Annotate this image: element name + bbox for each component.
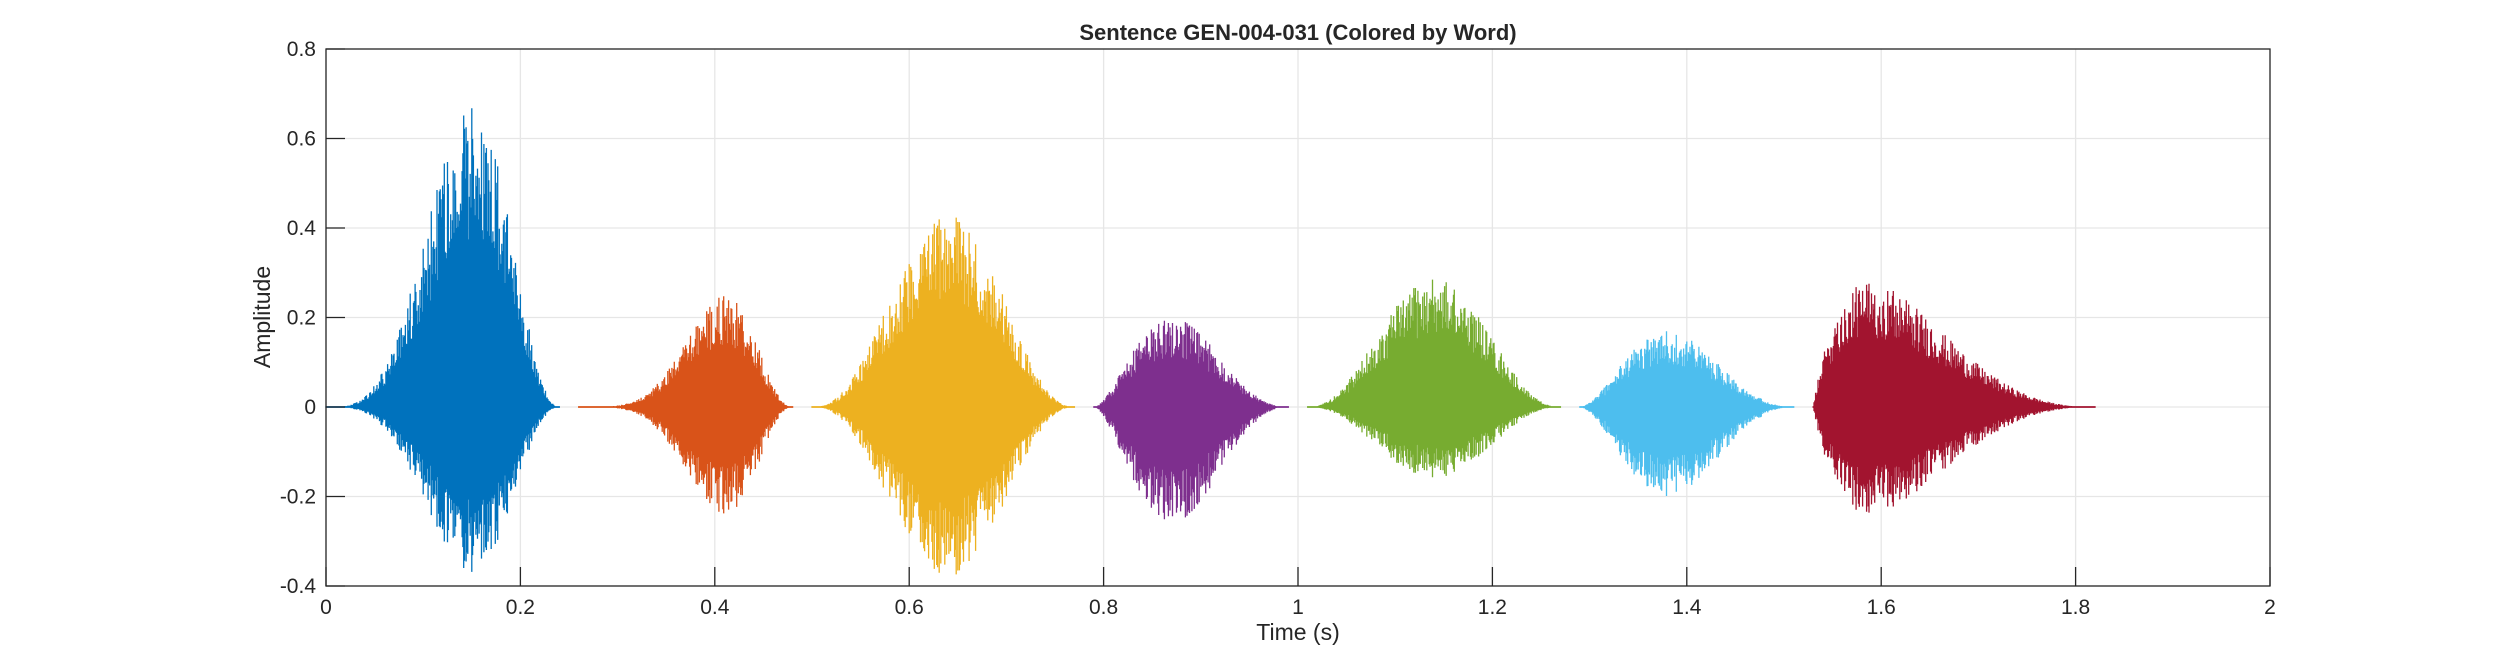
waveform-series bbox=[325, 108, 2096, 575]
waveform-word-7 bbox=[1812, 283, 2096, 513]
x-tick-label: 0.6 bbox=[895, 596, 924, 619]
waveform-word-5 bbox=[1307, 279, 1562, 478]
x-tick-label: 1 bbox=[1292, 596, 1304, 619]
waveform-word-4 bbox=[1093, 320, 1289, 520]
x-tick-label: 0 bbox=[320, 596, 332, 619]
y-tick-label: -0.2 bbox=[280, 486, 316, 509]
x-tick-label: 1.4 bbox=[1672, 596, 1702, 619]
y-axis-title: Amplitude bbox=[249, 266, 275, 368]
x-tick-label: 0.4 bbox=[700, 596, 730, 619]
y-tick-labels: -0.4 -0.2 0 0.2 0.4 0.6 0.8 bbox=[280, 38, 317, 598]
y-tick-label: 0.6 bbox=[287, 128, 316, 151]
y-tick-label: 0.2 bbox=[287, 307, 316, 330]
chart-title: Sentence GEN-004-031 (Colored by Word) bbox=[1079, 20, 1516, 45]
axis-ticks bbox=[325, 48, 2271, 587]
waveform-word-2 bbox=[578, 296, 794, 514]
waveform-word-3 bbox=[811, 217, 1076, 575]
y-tick-label: 0.4 bbox=[287, 217, 317, 240]
y-tick-label: 0.8 bbox=[287, 38, 316, 61]
x-tick-label: 1.8 bbox=[2061, 596, 2090, 619]
x-tick-label: 1.6 bbox=[1867, 596, 1896, 619]
x-tick-label: 1.2 bbox=[1478, 596, 1507, 619]
y-tick-label: 0 bbox=[304, 396, 316, 419]
x-tick-label: 0.2 bbox=[506, 596, 535, 619]
waveform-word-6 bbox=[1579, 331, 1795, 496]
x-tick-label: 2 bbox=[2264, 596, 2276, 619]
x-axis-title: Time (s) bbox=[1256, 619, 1339, 645]
x-tick-labels: 0 0.2 0.4 0.6 0.8 1 1.2 1.4 1.6 1.8 2 bbox=[320, 596, 2276, 619]
x-tick-label: 0.8 bbox=[1089, 596, 1118, 619]
y-tick-label: -0.4 bbox=[280, 575, 317, 598]
